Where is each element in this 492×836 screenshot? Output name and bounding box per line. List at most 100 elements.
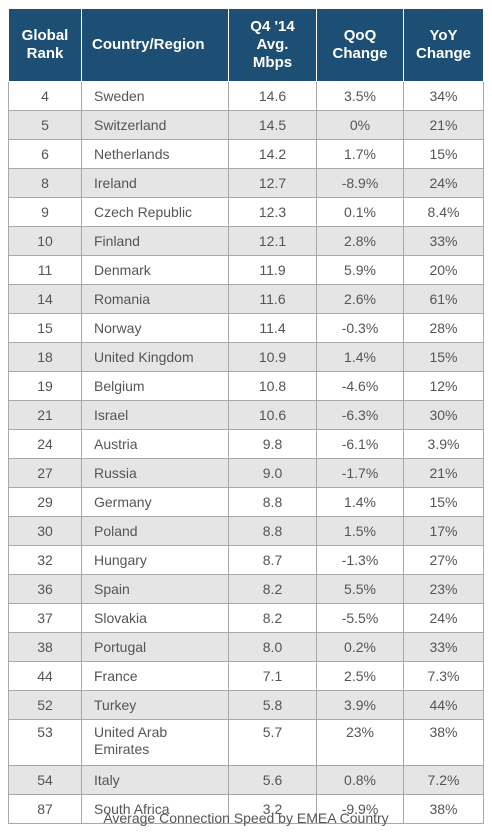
cell-qoq: 1.4%	[316, 342, 404, 372]
cell-yoy: 7.2%	[403, 765, 484, 795]
speed-table: Global Rank Country/Region Q4 '14 Avg. M…	[8, 8, 484, 824]
cell-yoy: 17%	[403, 516, 484, 546]
table-row: 11 Denmark 11.9 5.9% 20%	[8, 255, 484, 285]
header-row: Global Rank Country/Region Q4 '14 Avg. M…	[8, 8, 484, 82]
table-row: 44 France 7.1 2.5% 7.3%	[8, 661, 484, 691]
cell-yoy: 15%	[403, 342, 484, 372]
cell-country: France	[81, 661, 229, 691]
table-row: 38 Portugal 8.0 0.2% 33%	[8, 632, 484, 662]
cell-yoy: 20%	[403, 255, 484, 285]
cell-rank: 21	[8, 400, 82, 430]
cell-mbps: 10.6	[228, 400, 317, 430]
cell-mbps: 12.7	[228, 168, 317, 198]
cell-mbps: 14.2	[228, 139, 317, 169]
cell-yoy: 7.3%	[403, 661, 484, 691]
cell-country: Russia	[81, 458, 229, 488]
cell-country: Slovakia	[81, 603, 229, 633]
cell-qoq: -0.3%	[316, 313, 404, 343]
table-row: 53 United Arab Emirates 5.7 23% 38%	[8, 719, 484, 766]
table-caption: Average Connection Speed by EMEA Country	[103, 810, 389, 826]
cell-mbps: 8.0	[228, 632, 317, 662]
cell-country: Portugal	[81, 632, 229, 662]
cell-qoq: 2.5%	[316, 661, 404, 691]
cell-mbps: 7.1	[228, 661, 317, 691]
cell-mbps: 8.7	[228, 545, 317, 575]
cell-rank: 5	[8, 110, 82, 140]
cell-rank: 30	[8, 516, 82, 546]
column-header-mbps: Q4 '14 Avg. Mbps	[228, 8, 317, 82]
cell-rank: 27	[8, 458, 82, 488]
cell-qoq: 2.8%	[316, 226, 404, 256]
table-row: 14 Romania 11.6 2.6% 61%	[8, 284, 484, 314]
table-row: 24 Austria 9.8 -6.1% 3.9%	[8, 429, 484, 459]
cell-qoq: -8.9%	[316, 168, 404, 198]
cell-rank: 37	[8, 603, 82, 633]
cell-country: Hungary	[81, 545, 229, 575]
cell-rank: 8	[8, 168, 82, 198]
cell-yoy: 38%	[403, 719, 484, 766]
cell-country: Czech Republic	[81, 197, 229, 227]
table-row: 9 Czech Republic 12.3 0.1% 8.4%	[8, 197, 484, 227]
cell-yoy: 12%	[403, 371, 484, 401]
cell-mbps: 12.3	[228, 197, 317, 227]
cell-country: Spain	[81, 574, 229, 604]
cell-qoq: -1.7%	[316, 458, 404, 488]
cell-qoq: -1.3%	[316, 545, 404, 575]
cell-yoy: 27%	[403, 545, 484, 575]
cell-qoq: 1.5%	[316, 516, 404, 546]
table-row: 6 Netherlands 14.2 1.7% 15%	[8, 139, 484, 169]
cell-qoq: 0.2%	[316, 632, 404, 662]
cell-country: Finland	[81, 226, 229, 256]
cell-yoy: 28%	[403, 313, 484, 343]
cell-rank: 18	[8, 342, 82, 372]
cell-country: Ireland	[81, 168, 229, 198]
cell-yoy: 15%	[403, 139, 484, 169]
cell-qoq: 3.5%	[316, 81, 404, 111]
cell-country: Sweden	[81, 81, 229, 111]
cell-mbps: 9.0	[228, 458, 317, 488]
table-row: 29 Germany 8.8 1.4% 15%	[8, 487, 484, 517]
cell-country: Norway	[81, 313, 229, 343]
cell-mbps: 12.1	[228, 226, 317, 256]
table-row: 87 South Africa 3.2 -9.9% 38%	[8, 794, 484, 824]
cell-mbps: 8.2	[228, 603, 317, 633]
cell-rank: 15	[8, 313, 82, 343]
cell-rank: 24	[8, 429, 82, 459]
cell-qoq: 2.6%	[316, 284, 404, 314]
table-row: 15 Norway 11.4 -0.3% 28%	[8, 313, 484, 343]
cell-mbps: 8.8	[228, 516, 317, 546]
cell-country: United Kingdom	[81, 342, 229, 372]
cell-country: Netherlands	[81, 139, 229, 169]
table-row: 8 Ireland 12.7 -8.9% 24%	[8, 168, 484, 198]
cell-mbps: 3.2	[228, 794, 317, 824]
cell-qoq: 0.1%	[316, 197, 404, 227]
cell-rank: 9	[8, 197, 82, 227]
cell-yoy: 24%	[403, 603, 484, 633]
cell-yoy: 38%	[403, 794, 484, 824]
cell-rank: 19	[8, 371, 82, 401]
cell-qoq: 3.9%	[316, 690, 404, 720]
cell-rank: 11	[8, 255, 82, 285]
cell-country: Austria	[81, 429, 229, 459]
table-row: 19 Belgium 10.8 -4.6% 12%	[8, 371, 484, 401]
cell-rank: 53	[8, 719, 82, 766]
cell-mbps: 8.8	[228, 487, 317, 517]
cell-country: Israel	[81, 400, 229, 430]
column-header-qoq: QoQ Change	[316, 8, 404, 82]
cell-yoy: 44%	[403, 690, 484, 720]
cell-yoy: 21%	[403, 458, 484, 488]
cell-qoq: -5.5%	[316, 603, 404, 633]
cell-qoq: 1.4%	[316, 487, 404, 517]
cell-yoy: 15%	[403, 487, 484, 517]
cell-qoq: 1.7%	[316, 139, 404, 169]
cell-yoy: 21%	[403, 110, 484, 140]
cell-mbps: 11.6	[228, 284, 317, 314]
cell-country: Denmark	[81, 255, 229, 285]
table-row: 36 Spain 8.2 5.5% 23%	[8, 574, 484, 604]
cell-rank: 52	[8, 690, 82, 720]
table-container: Global Rank Country/Region Q4 '14 Avg. M…	[8, 8, 484, 824]
cell-mbps: 8.2	[228, 574, 317, 604]
table-row: 37 Slovakia 8.2 -5.5% 24%	[8, 603, 484, 633]
cell-qoq: -4.6%	[316, 371, 404, 401]
table-row: 18 United Kingdom 10.9 1.4% 15%	[8, 342, 484, 372]
